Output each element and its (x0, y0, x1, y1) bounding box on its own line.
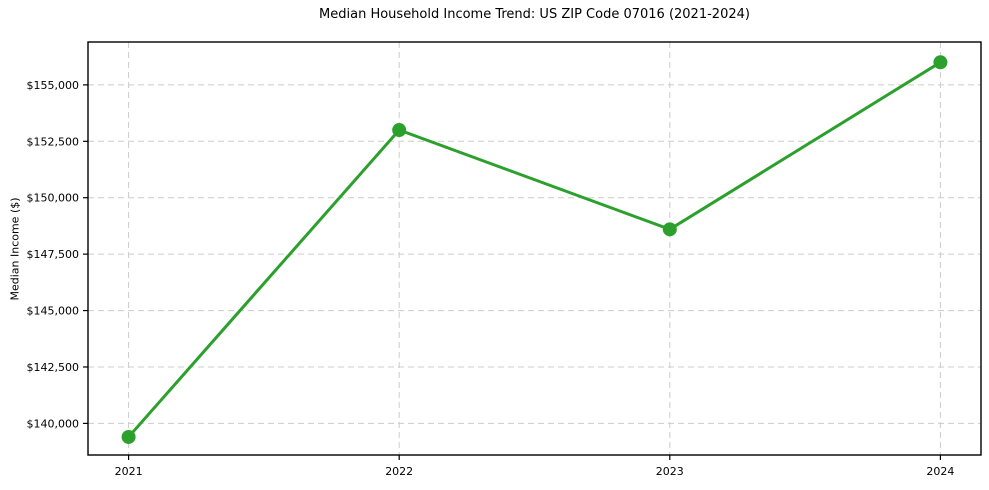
y-tick-label: $155,000 (27, 79, 80, 92)
y-tick-label: $142,500 (27, 361, 80, 374)
x-tick-label: 2023 (656, 465, 684, 478)
trend-line-median-household-income (127, 60, 942, 439)
axes-frame (87, 41, 982, 456)
data-point-2022 (392, 123, 407, 138)
y-tick-label: $147,500 (27, 248, 80, 261)
plot-border (87, 41, 982, 456)
gridlines (88, 42, 981, 455)
chart-title: Median Household Income Trend: US ZIP Co… (319, 7, 750, 22)
y-tick-label: $140,000 (27, 417, 80, 430)
y-tick-label: $152,500 (27, 135, 80, 148)
tick-marks (83, 84, 942, 460)
y-tick-label: $150,000 (27, 192, 80, 205)
data-point-2021 (121, 429, 136, 444)
x-tick-label: 2024 (926, 465, 954, 478)
data-series (121, 55, 948, 444)
x-tick-label: 2021 (115, 465, 143, 478)
x-tick-label: 2022 (385, 465, 413, 478)
y-tick-label: $145,000 (27, 305, 80, 318)
data-point-2023 (662, 222, 677, 237)
data-point-2024 (933, 55, 948, 70)
tick-labels: $140,000 $142,500 $145,000 $147,500 $150,000… (27, 79, 955, 478)
